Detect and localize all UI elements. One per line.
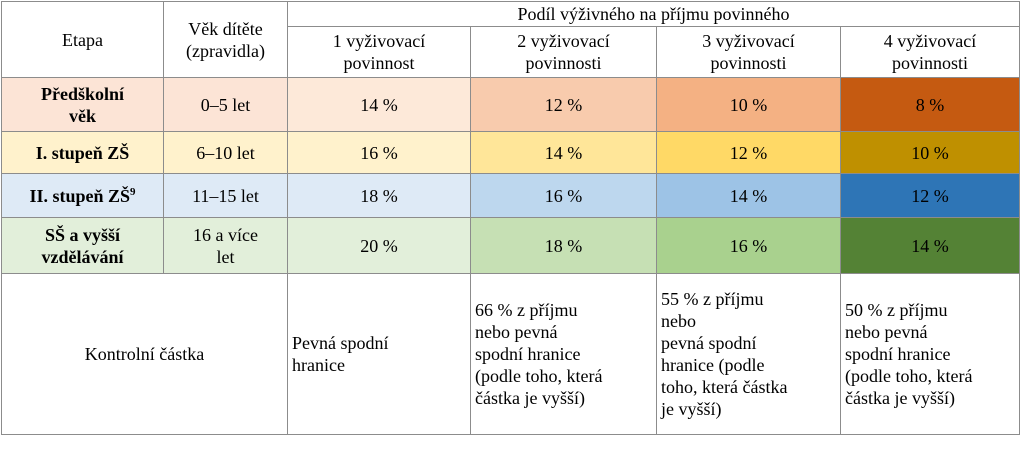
value-cell: 10 % bbox=[656, 77, 841, 132]
table-row: II. stupeň ZŠ9 11–15 let 18 % 16 % 14 % … bbox=[1, 173, 1021, 218]
header-col-1: 1 vyživovací povinnost bbox=[287, 26, 471, 78]
value-cell: 16 % bbox=[287, 131, 471, 174]
header-podil: Podíl výživného na příjmu povinného bbox=[286, 1, 1021, 27]
control-cell-3: 55 % z příjmu nebo pevná spodní hranice (po… bbox=[656, 273, 841, 435]
stage-cell: I. stupeň ZŠ bbox=[1, 131, 164, 174]
age-cell: 16 a více let bbox=[163, 217, 288, 274]
age-cell: 11–15 let bbox=[163, 173, 288, 218]
control-row: Kontrolní částka Pevná spodní hranice 66 … bbox=[1, 273, 1021, 435]
value-cell: 14 % bbox=[656, 173, 841, 218]
value-cell: 16 % bbox=[470, 173, 657, 218]
value-cell: 12 % bbox=[656, 131, 841, 174]
value-cell: 20 % bbox=[287, 217, 471, 274]
header-col-2: 2 vyživovací povinnosti bbox=[470, 26, 657, 78]
value-cell: 14 % bbox=[839, 217, 1021, 274]
age-cell: 0–5 let bbox=[163, 77, 288, 132]
alimony-table: Etapa Věk dítěte (zpravidla) Podíl výživ… bbox=[1, 1, 1021, 435]
table-row: Předškolní věk 0–5 let 14 % 12 % 10 % 8 % bbox=[1, 77, 1021, 132]
header-vek-line2: (zpravidla) bbox=[186, 40, 265, 61]
value-cell: 16 % bbox=[656, 217, 841, 274]
header-vek: Věk dítěte (zpravidla) bbox=[163, 1, 288, 78]
value-cell: 12 % bbox=[470, 77, 657, 132]
value-cell: 18 % bbox=[287, 173, 471, 218]
value-cell: 12 % bbox=[839, 173, 1021, 218]
control-cell-1: Pevná spodní hranice bbox=[287, 273, 471, 435]
age-cell: 6–10 let bbox=[163, 131, 288, 174]
control-cell-2: 66 % z příjmu nebo pevná spodní hranice (po… bbox=[470, 273, 657, 435]
value-cell: 8 % bbox=[839, 77, 1021, 132]
table-row: I. stupeň ZŠ 6–10 let 16 % 14 % 12 % 10 … bbox=[1, 131, 1021, 174]
footnote-ref: 9 bbox=[130, 185, 136, 198]
stage-cell: II. stupeň ZŠ9 bbox=[1, 173, 164, 218]
header-vek-line1: Věk dítěte bbox=[188, 18, 263, 39]
value-cell: 10 % bbox=[839, 131, 1021, 174]
stage-cell: Předškolní věk bbox=[1, 77, 164, 132]
control-cell-4: 50 % z příjmu nebo pevná spodní hranice (po… bbox=[839, 273, 1021, 435]
control-label: Kontrolní částka bbox=[1, 273, 288, 435]
header-col-3: 3 vyživovací povinnosti bbox=[656, 26, 841, 78]
table-row: SŠ a vyšší vzdělávání 16 a více let 20 % 1… bbox=[1, 217, 1021, 274]
stage-cell: SŠ a vyšší vzdělávání bbox=[1, 217, 164, 274]
value-cell: 14 % bbox=[470, 131, 657, 174]
value-cell: 18 % bbox=[470, 217, 657, 274]
value-cell: 14 % bbox=[287, 77, 471, 132]
header-etapa: Etapa bbox=[1, 1, 164, 78]
header-col-4: 4 vyživovací povinnosti bbox=[839, 26, 1021, 78]
